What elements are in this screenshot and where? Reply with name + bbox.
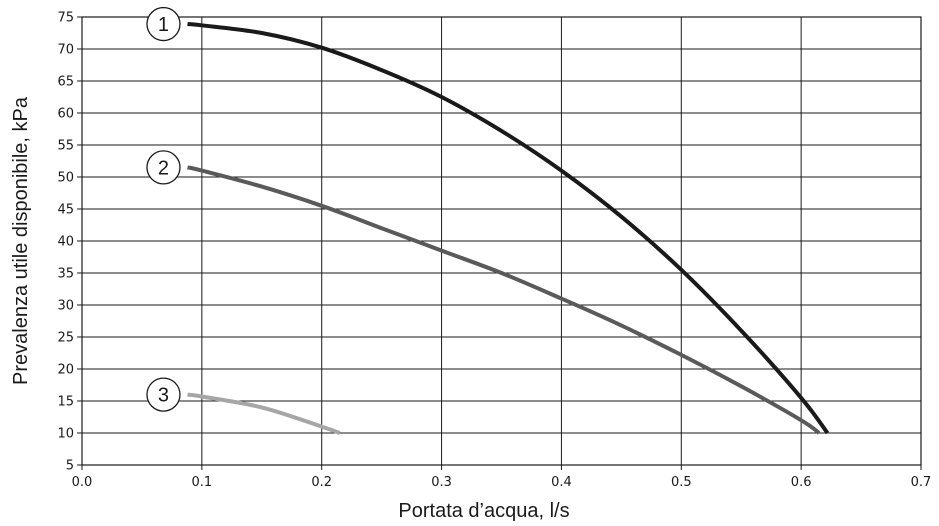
y-axis-label: Prevalenza utile disponibile, kPa <box>10 96 32 385</box>
y-tick-label: 55 <box>57 139 74 154</box>
y-tick-label: 40 <box>57 235 74 250</box>
y-tick-label: 50 <box>57 171 74 186</box>
x-tick-label: 0.1 <box>192 475 213 490</box>
y-tick-label: 20 <box>57 363 74 378</box>
x-tick-label: 0.6 <box>791 475 812 490</box>
series-line-1 <box>187 22 830 435</box>
x-axis-label: Portata d’acqua, l/s <box>398 500 569 522</box>
y-tick-label: 60 <box>57 107 74 122</box>
series-marker-label: 3 <box>158 385 169 407</box>
series-marker-label: 2 <box>158 157 169 179</box>
y-tick-label: 25 <box>57 331 74 346</box>
x-axis-ticks: 0.0 0.1 0.2 0.3 0.4 0.5 0.6 0.7 <box>72 465 932 490</box>
x-tick-label: 0.5 <box>671 475 692 490</box>
series-marker-label: 1 <box>158 14 169 36</box>
y-tick-label: 15 <box>57 395 74 410</box>
y-tick-label: 30 <box>57 299 74 314</box>
y-tick-label: 70 <box>57 43 74 58</box>
series-line-3 <box>187 392 341 435</box>
series-markers: 1 2 3 <box>146 6 181 412</box>
series-marker-circle <box>146 150 181 185</box>
series-marker-circle <box>146 377 181 412</box>
y-tick-label: 10 <box>57 427 74 442</box>
y-axis-ticks: 5 10 15 20 25 30 35 40 45 50 55 60 65 70 75 <box>57 11 82 474</box>
x-tick-label: 0.0 <box>72 475 93 490</box>
y-tick-label: 35 <box>57 267 74 282</box>
grid <box>81 16 922 466</box>
y-tick-label: 5 <box>66 459 74 474</box>
series-marker-circle <box>146 6 181 42</box>
y-tick-label: 65 <box>57 75 74 90</box>
x-tick-label: 0.3 <box>431 475 452 490</box>
x-tick-label: 0.2 <box>311 475 332 490</box>
y-tick-label: 45 <box>57 203 74 218</box>
series-lines <box>187 22 830 435</box>
series-line-2 <box>187 165 821 435</box>
y-tick-label: 75 <box>57 11 74 26</box>
x-tick-label: 0.4 <box>551 475 572 490</box>
x-tick-label: 0.7 <box>911 475 932 490</box>
